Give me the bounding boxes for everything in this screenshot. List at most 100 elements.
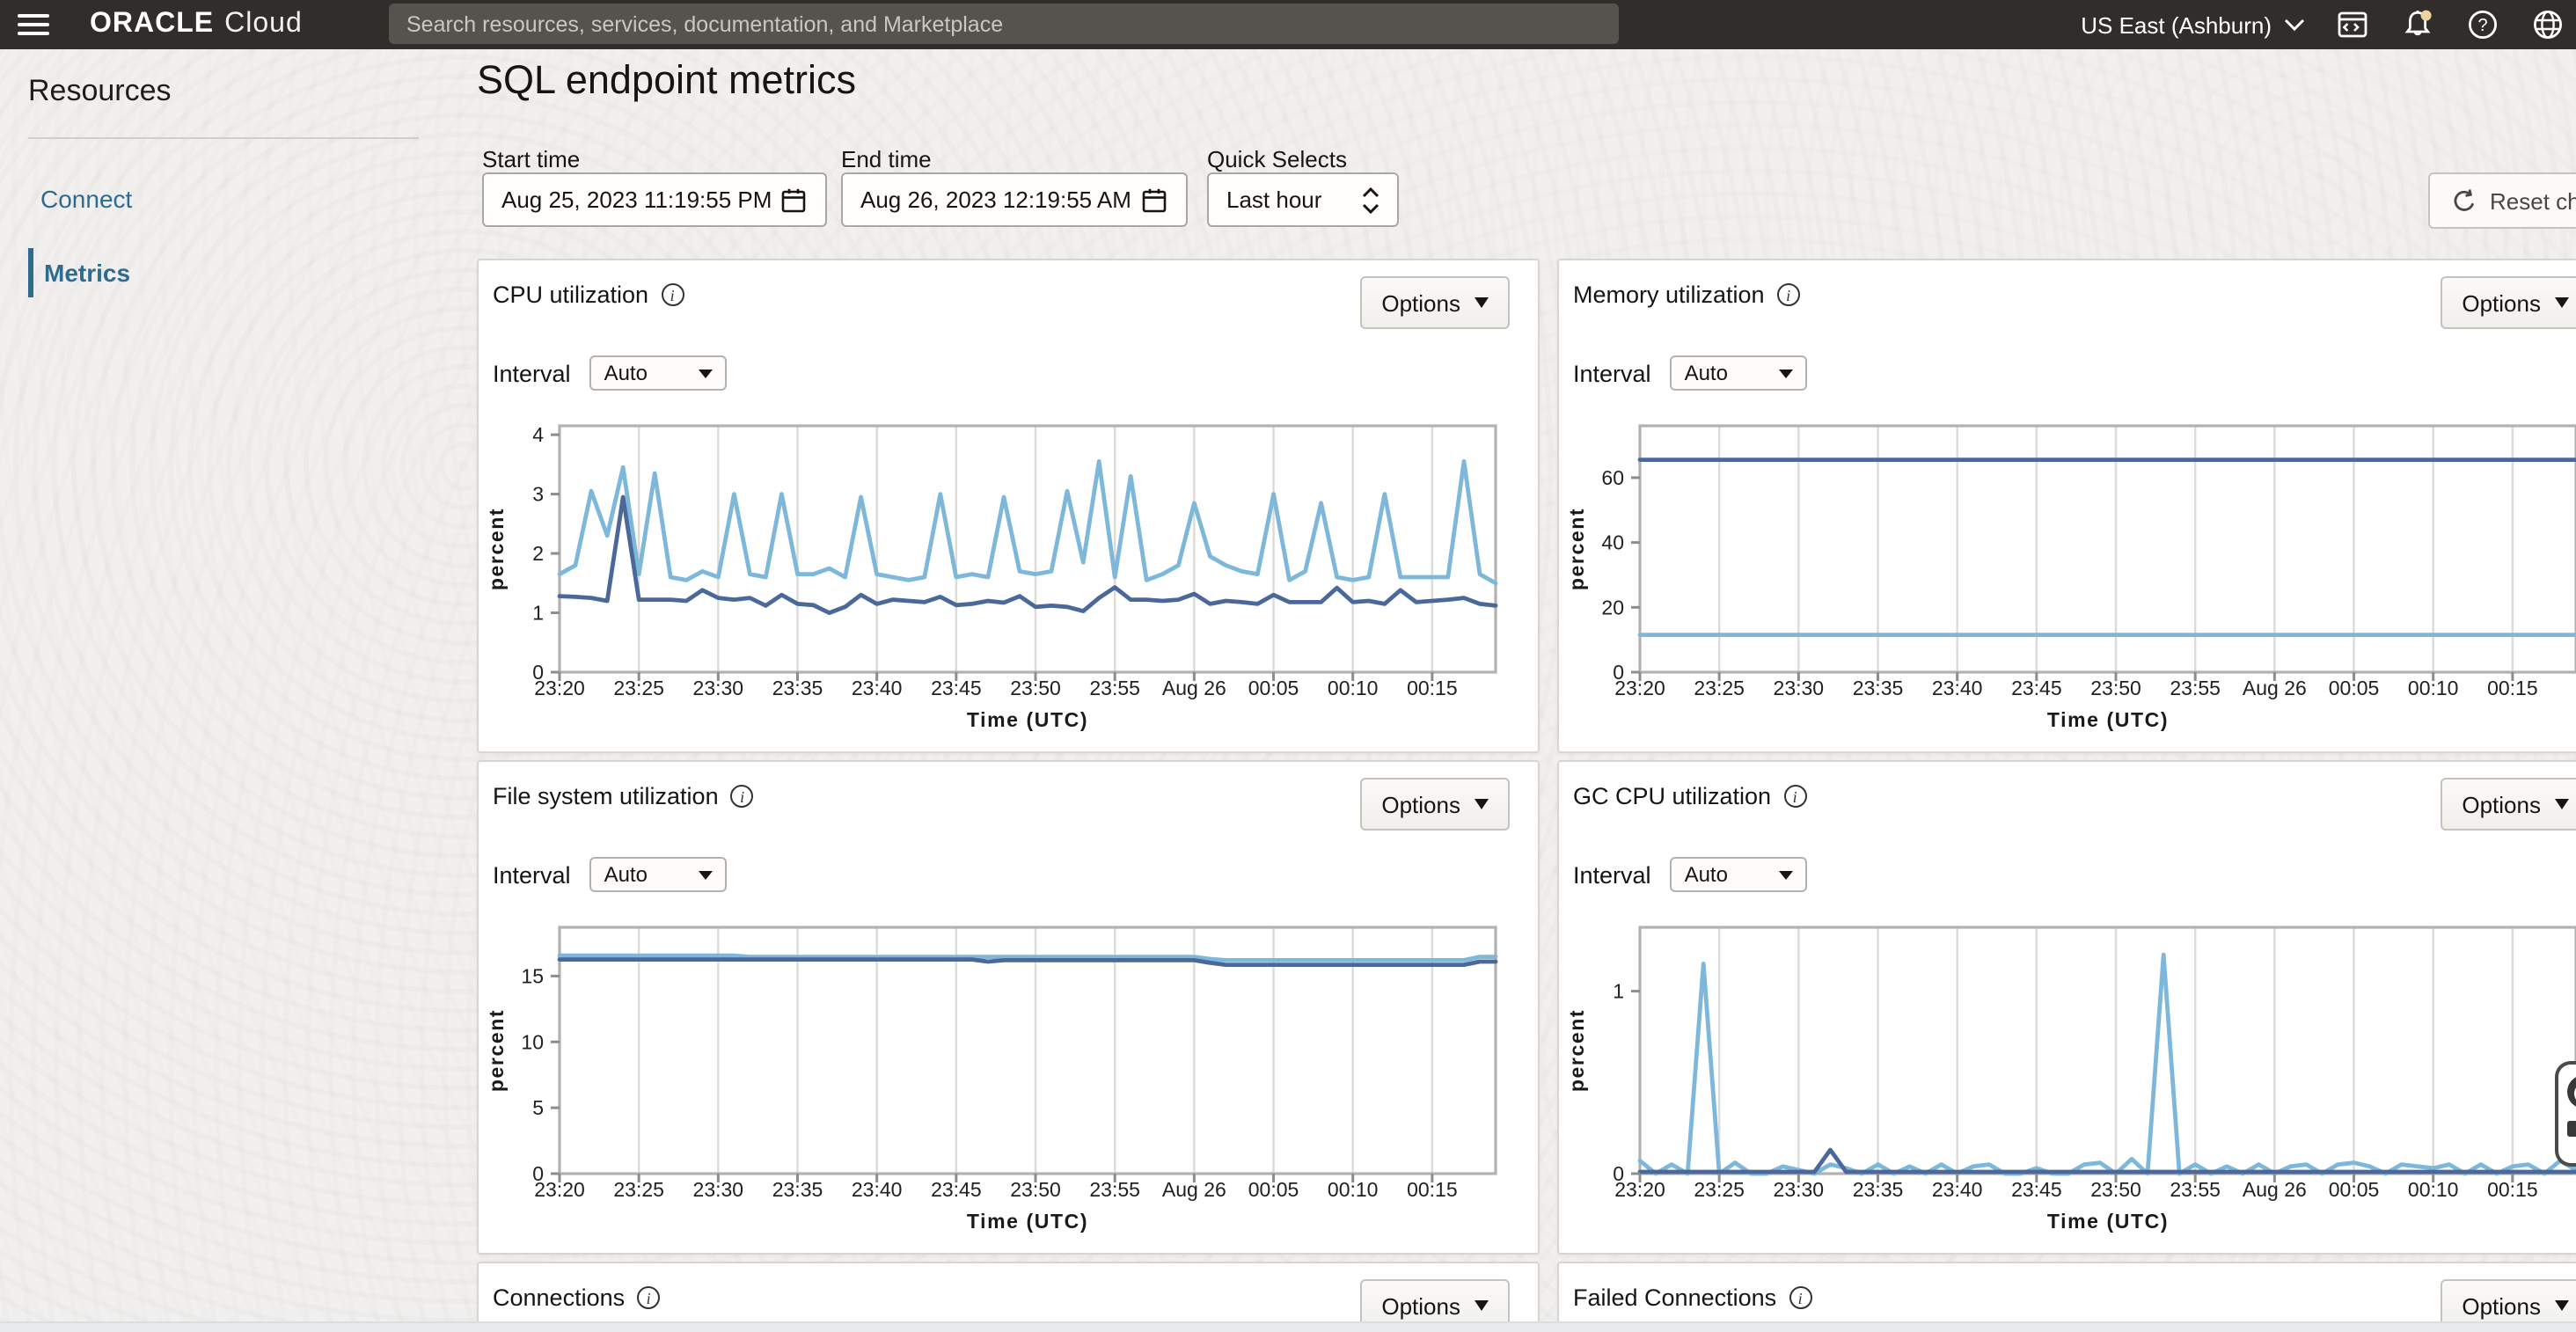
card-gc-cpu-utilization: GC CPU utilization i Options Interval Au… [1557,760,2576,1255]
svg-text:23:25: 23:25 [613,1178,664,1201]
cloud-shell-icon[interactable] [2335,7,2370,42]
interval-select[interactable]: Auto [1671,355,1808,391]
globe-icon[interactable] [2530,7,2565,42]
floating-widget[interactable] [2555,1061,2576,1167]
svg-text:00:10: 00:10 [1328,1178,1379,1201]
bell-icon[interactable] [2400,7,2435,42]
svg-text:4: 4 [532,423,544,446]
card-cpu-utilization: CPU utilization i Options Interval Auto … [477,259,1540,753]
sidebar-item-metrics[interactable]: Metrics [44,252,475,294]
memory-utilization-chart[interactable]: 020406023:2023:2523:3023:3523:4023:4523:… [1562,415,2576,743]
reset-charts-button[interactable]: Reset charts [2428,172,2576,229]
calendar-icon[interactable] [1140,186,1168,214]
options-button[interactable]: Options [1360,276,1510,329]
svg-text:00:15: 00:15 [1407,1178,1458,1201]
card-title-text: GC CPU utilization [1573,783,1771,809]
interval-select[interactable]: Auto [590,857,728,892]
card-title-text: Connections [493,1284,625,1311]
quick-selects-dropdown[interactable]: Last hour [1207,172,1399,227]
region-label: US East (Ashburn) [2081,11,2272,38]
card-title-text: Memory utilization [1573,282,1765,308]
file-system-utilization-chart[interactable]: 05101523:2023:2523:3023:3523:4023:4523:5… [482,917,1608,1244]
interval-select[interactable]: Auto [590,355,728,391]
card-title: Memory utilization i [1573,282,1800,308]
svg-text:23:45: 23:45 [931,677,982,699]
info-icon[interactable]: i [1783,785,1806,808]
search-input[interactable] [389,11,1619,36]
help-icon[interactable]: ? [2465,7,2500,42]
stepper-chevrons-icon [1362,186,1379,214]
start-time-label: Start time [482,146,580,172]
oracle-cloud-logo[interactable]: ORACLE Cloud [90,9,303,40]
svg-text:23:50: 23:50 [1010,677,1061,699]
options-button[interactable]: Options [2441,778,2576,831]
caret-down-icon [1780,369,1794,377]
card-title-text: Failed Connections [1573,1284,1776,1311]
info-icon[interactable]: i [1789,1286,1811,1309]
logo-cloud-text: Cloud [224,9,303,40]
svg-text:00:10: 00:10 [1328,677,1379,699]
svg-text:23:40: 23:40 [852,1178,903,1201]
svg-text:3: 3 [532,483,544,506]
svg-text:23:20: 23:20 [534,677,585,699]
svg-text:23:35: 23:35 [1853,1178,1904,1201]
end-time-input[interactable]: Aug 26, 2023 12:19:55 AM [841,172,1188,227]
svg-text:23:55: 23:55 [2170,1178,2221,1201]
options-button[interactable]: Options [1360,778,1510,831]
interval-label: Interval [493,360,571,386]
caret-down-icon [2555,1300,2569,1311]
svg-text:23:50: 23:50 [2090,1178,2141,1201]
interval-label: Interval [493,861,571,888]
svg-text:23:30: 23:30 [1774,677,1825,699]
svg-text:00:05: 00:05 [1248,1178,1299,1201]
options-label: Options [1381,1292,1460,1319]
svg-text:percent: percent [485,1009,508,1092]
svg-text:23:35: 23:35 [772,677,823,699]
svg-text:23:45: 23:45 [931,1178,982,1201]
region-selector[interactable]: US East (Ashburn) [2081,11,2305,38]
card-title: File system utilization i [493,783,754,809]
svg-text:23:45: 23:45 [2011,677,2062,699]
info-icon[interactable]: i [661,283,684,306]
info-icon[interactable]: i [637,1286,660,1309]
svg-text:23:30: 23:30 [693,1178,744,1201]
card-title: Connections i [493,1284,660,1311]
caret-down-icon [1780,870,1794,879]
svg-text:23:50: 23:50 [1010,1178,1061,1201]
svg-text:00:10: 00:10 [2408,1178,2459,1201]
oci-console-page: ORACLE Cloud US East (Ashburn) [0,0,2576,1332]
svg-text:23:25: 23:25 [613,677,664,699]
gc-cpu-utilization-chart[interactable]: 0123:2023:2523:3023:3523:4023:4523:5023:… [1562,917,2576,1244]
svg-text:00:05: 00:05 [2329,1178,2380,1201]
caret-down-icon [1475,1300,1489,1311]
svg-text:23:20: 23:20 [534,1178,585,1201]
interval-select[interactable]: Auto [1671,857,1808,892]
svg-text:23:40: 23:40 [1932,1178,1983,1201]
start-time-input[interactable]: Aug 25, 2023 11:19:55 PM [482,172,827,227]
svg-text:1: 1 [1613,980,1624,1003]
caret-down-icon [699,870,714,879]
card-title: Failed Connections i [1573,1284,1811,1311]
info-icon[interactable]: i [731,785,754,808]
svg-text:23:25: 23:25 [1694,1178,1745,1201]
widget-bar-icon [2567,1121,2576,1137]
cpu-utilization-chart[interactable]: 0123423:2023:2523:3023:3523:4023:4523:50… [482,415,1608,743]
widget-icon [2567,1075,2576,1109]
caret-down-icon [1475,297,1489,308]
sidebar-item-connect[interactable]: Connect [40,185,475,213]
svg-text:23:35: 23:35 [1853,677,1904,699]
svg-text:2: 2 [532,542,544,565]
svg-text:?: ? [2477,16,2487,35]
calendar-icon[interactable] [779,186,808,214]
hamburger-menu-icon[interactable] [18,14,49,35]
global-search-box[interactable] [389,4,1619,44]
card-file-system-utilization: File system utilization i Options Interv… [477,760,1540,1255]
info-icon[interactable]: i [1777,283,1800,306]
svg-text:23:30: 23:30 [693,677,744,699]
options-button[interactable]: Options [2441,276,2576,329]
svg-text:40: 40 [1601,531,1624,554]
svg-text:23:40: 23:40 [1932,677,1983,699]
svg-text:23:35: 23:35 [772,1178,823,1201]
svg-text:00:15: 00:15 [2487,677,2538,699]
horizontal-scrollbar[interactable] [0,1321,2576,1332]
